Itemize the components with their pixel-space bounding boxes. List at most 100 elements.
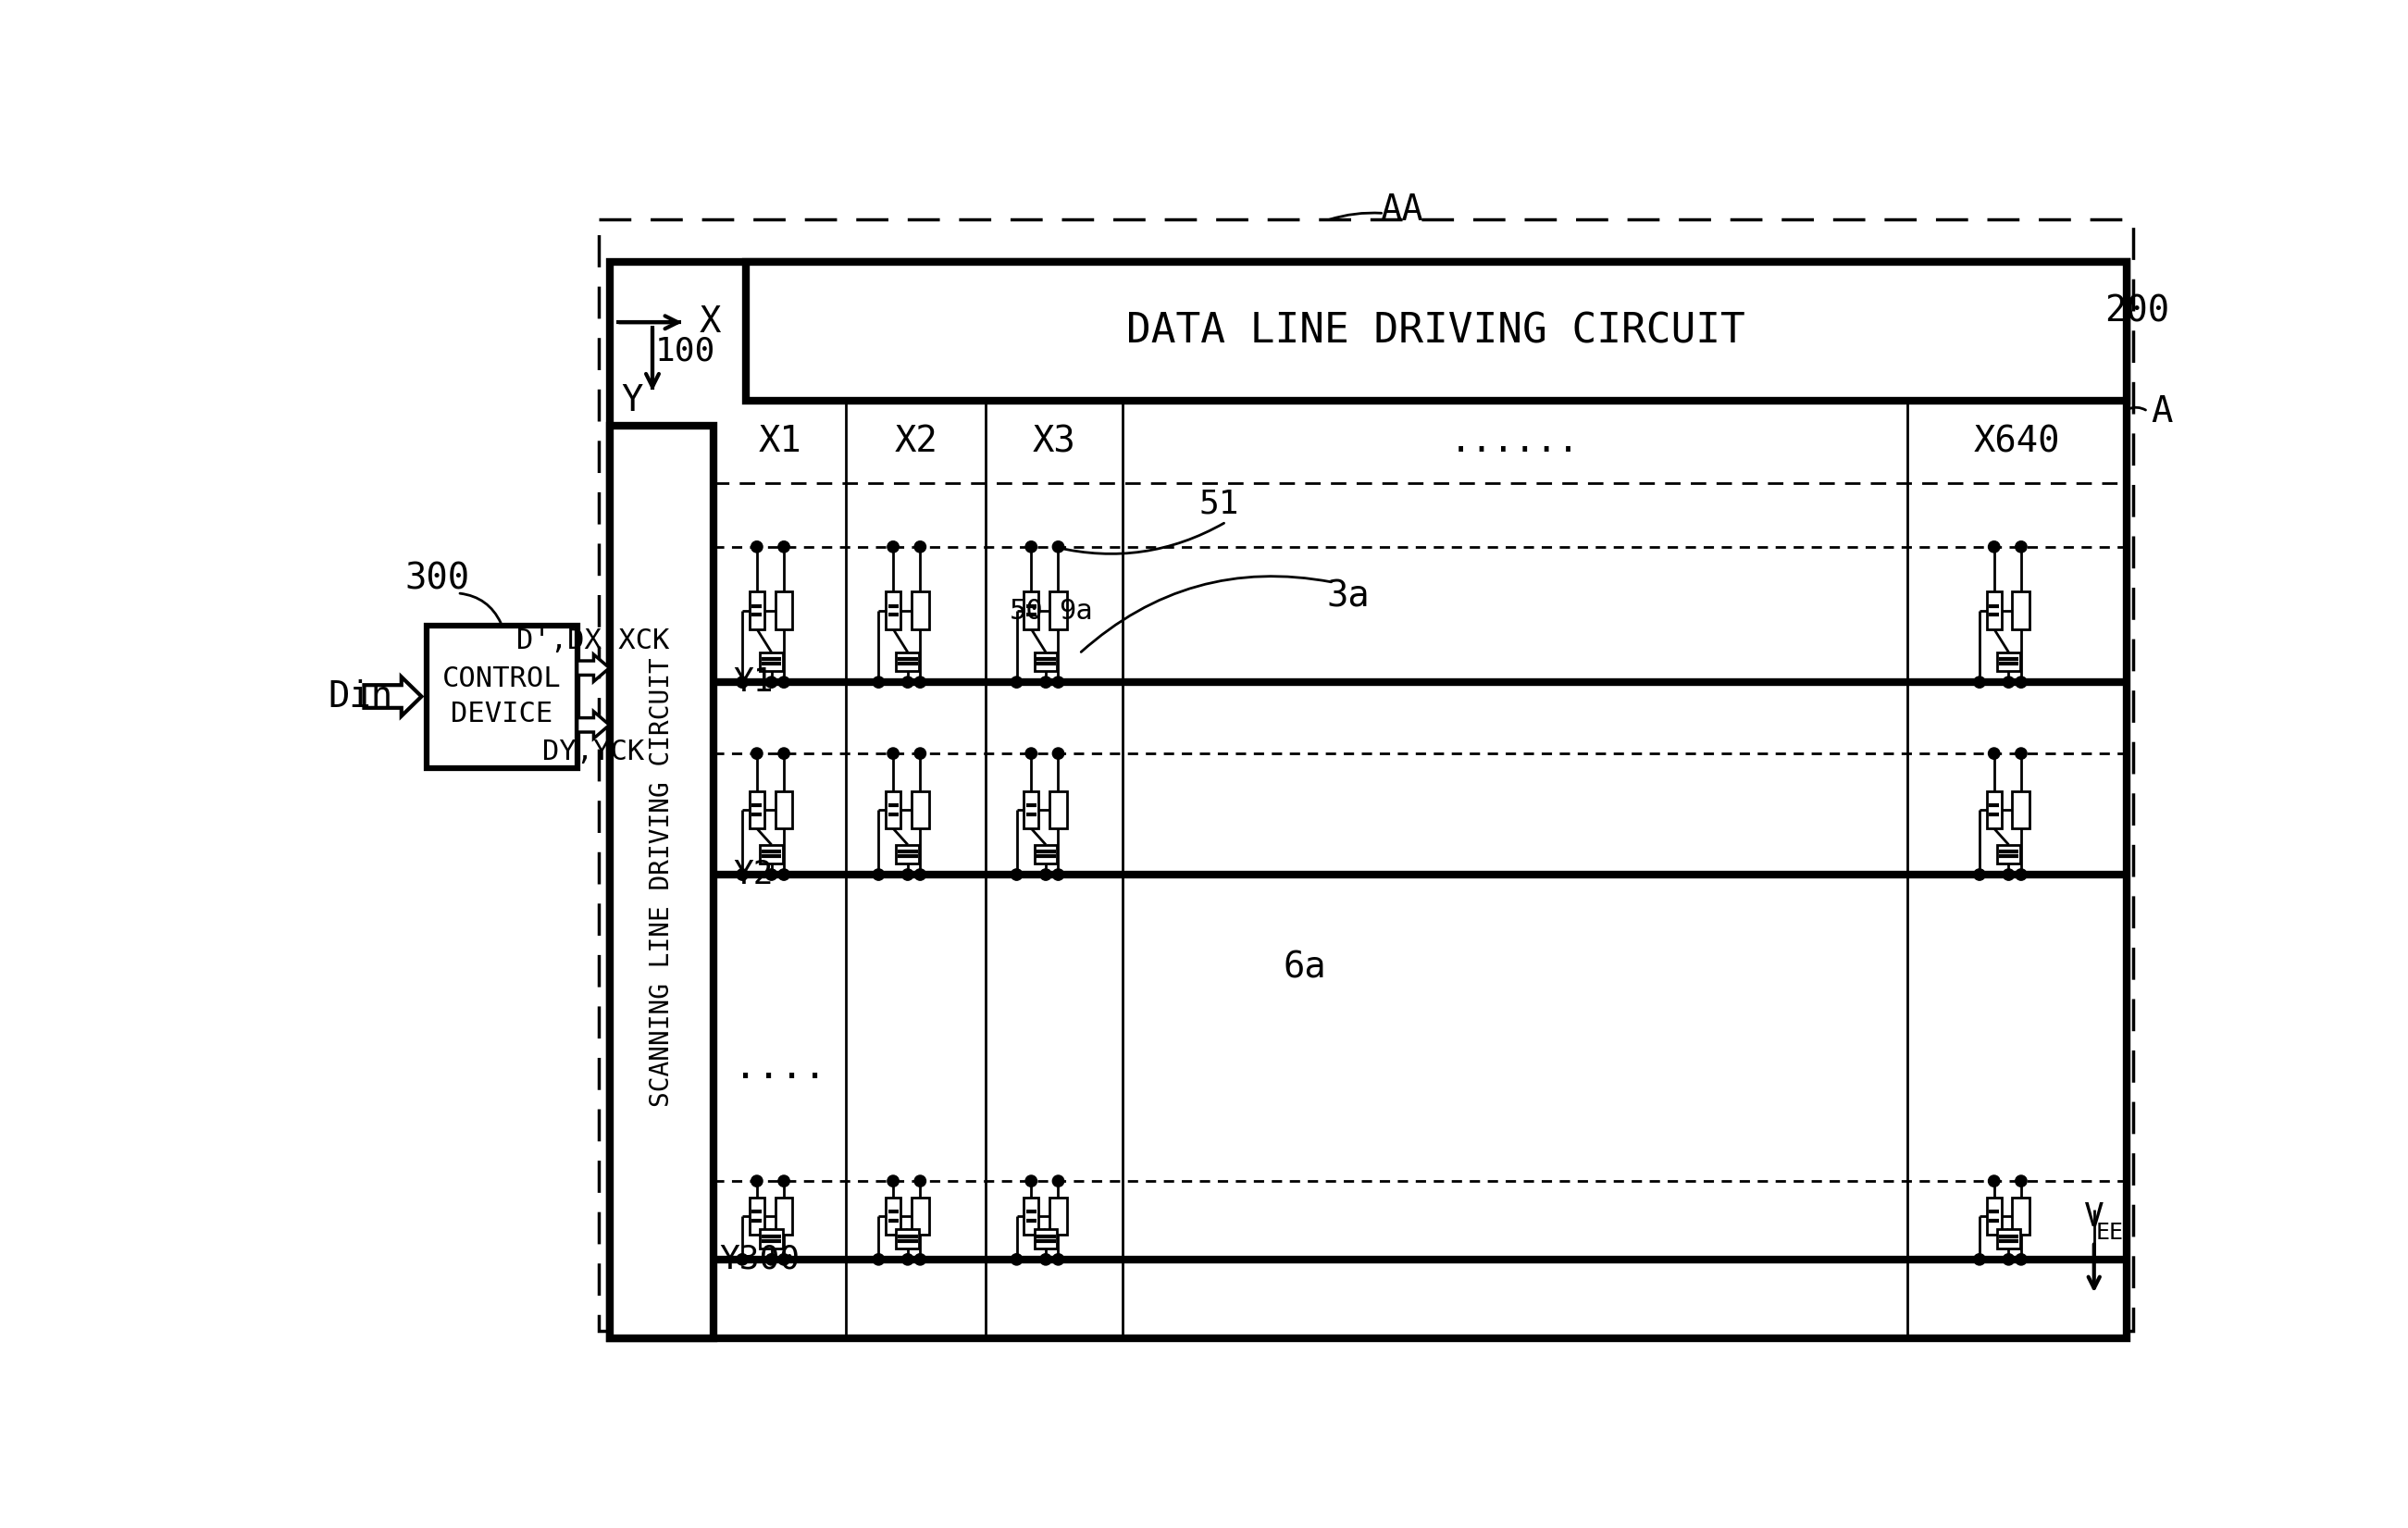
Circle shape <box>778 747 790 759</box>
Text: AA: AA <box>1380 193 1423 228</box>
Bar <box>1996 845 2020 863</box>
Text: 51: 51 <box>1199 489 1240 520</box>
Bar <box>749 1198 763 1235</box>
Bar <box>1987 792 2001 828</box>
Text: 6a: 6a <box>1283 950 1327 986</box>
Bar <box>609 261 2126 1339</box>
Circle shape <box>1052 541 1064 553</box>
Text: Din: Din <box>327 678 393 714</box>
Circle shape <box>778 1254 790 1265</box>
Text: 9a: 9a <box>1060 597 1093 625</box>
Circle shape <box>915 1254 927 1265</box>
Bar <box>749 591 763 630</box>
Text: ....: .... <box>734 1048 826 1086</box>
Circle shape <box>1040 869 1052 880</box>
Text: X2: X2 <box>893 425 937 460</box>
Bar <box>2013 792 2030 828</box>
FancyArrow shape <box>578 712 609 738</box>
Bar <box>2013 591 2030 630</box>
Bar <box>1050 591 1067 630</box>
Text: EE: EE <box>2095 1221 2124 1244</box>
Circle shape <box>1989 541 1999 553</box>
Circle shape <box>889 1175 898 1187</box>
Circle shape <box>766 1254 778 1265</box>
Bar <box>913 792 929 828</box>
Circle shape <box>1040 1254 1052 1265</box>
Circle shape <box>889 747 898 759</box>
Bar <box>761 845 783 863</box>
Circle shape <box>1975 1254 1984 1265</box>
Circle shape <box>2015 869 2028 880</box>
Bar <box>761 1230 783 1248</box>
Text: A: A <box>2150 394 2172 429</box>
Circle shape <box>1026 541 1038 553</box>
Bar <box>1996 652 2020 671</box>
Text: CONTROL: CONTROL <box>443 665 561 692</box>
Bar <box>1987 591 2001 630</box>
Circle shape <box>737 677 749 688</box>
Circle shape <box>1052 677 1064 688</box>
Circle shape <box>2003 869 2015 880</box>
Bar <box>1996 1230 2020 1248</box>
Circle shape <box>2015 677 2028 688</box>
Circle shape <box>737 1254 749 1265</box>
Circle shape <box>872 1254 884 1265</box>
Bar <box>609 426 713 1339</box>
Circle shape <box>1975 869 1984 880</box>
Circle shape <box>915 747 927 759</box>
Circle shape <box>1011 677 1023 688</box>
Text: 3a: 3a <box>1327 579 1370 614</box>
Circle shape <box>778 1175 790 1187</box>
Text: Y300: Y300 <box>720 1244 799 1276</box>
Bar <box>1023 792 1038 828</box>
Circle shape <box>1989 1175 1999 1187</box>
Bar <box>896 845 920 863</box>
Circle shape <box>915 869 927 880</box>
Circle shape <box>915 541 927 553</box>
Circle shape <box>1975 677 1984 688</box>
Text: V: V <box>2083 1201 2105 1233</box>
Bar <box>1050 1198 1067 1235</box>
Circle shape <box>903 677 913 688</box>
Circle shape <box>1052 1254 1064 1265</box>
Text: X640: X640 <box>1975 425 2061 460</box>
Circle shape <box>1026 1175 1038 1187</box>
Text: Y: Y <box>621 384 643 419</box>
Text: 200: 200 <box>2105 293 2170 329</box>
Circle shape <box>1026 747 1038 759</box>
Circle shape <box>2015 1175 2028 1187</box>
Bar <box>1023 1198 1038 1235</box>
Bar <box>1035 652 1057 671</box>
Circle shape <box>2015 541 2028 553</box>
Bar <box>600 219 2133 1331</box>
Text: X3: X3 <box>1033 425 1076 460</box>
Text: DEVICE: DEVICE <box>450 701 554 727</box>
Circle shape <box>1052 747 1064 759</box>
Text: D',DX,XCK: D',DX,XCK <box>518 628 669 654</box>
Circle shape <box>903 1254 913 1265</box>
Circle shape <box>778 677 790 688</box>
Text: DATA LINE DRIVING CIRCUIT: DATA LINE DRIVING CIRCUIT <box>1127 312 1746 351</box>
Bar <box>426 625 578 767</box>
Bar <box>913 591 929 630</box>
Circle shape <box>751 541 763 553</box>
Circle shape <box>915 677 927 688</box>
Circle shape <box>2015 747 2028 759</box>
Bar <box>913 1198 929 1235</box>
Circle shape <box>751 747 763 759</box>
Circle shape <box>751 1175 763 1187</box>
Circle shape <box>915 1175 927 1187</box>
Bar <box>749 792 763 828</box>
Bar <box>775 1198 792 1235</box>
Circle shape <box>872 869 884 880</box>
Bar <box>2013 1198 2030 1235</box>
Circle shape <box>766 677 778 688</box>
Circle shape <box>2015 1254 2028 1265</box>
Circle shape <box>778 869 790 880</box>
Circle shape <box>872 677 884 688</box>
Text: 50: 50 <box>1009 597 1043 625</box>
Circle shape <box>2003 1254 2015 1265</box>
Bar <box>1035 1230 1057 1248</box>
Bar <box>886 1198 901 1235</box>
Circle shape <box>1052 869 1064 880</box>
